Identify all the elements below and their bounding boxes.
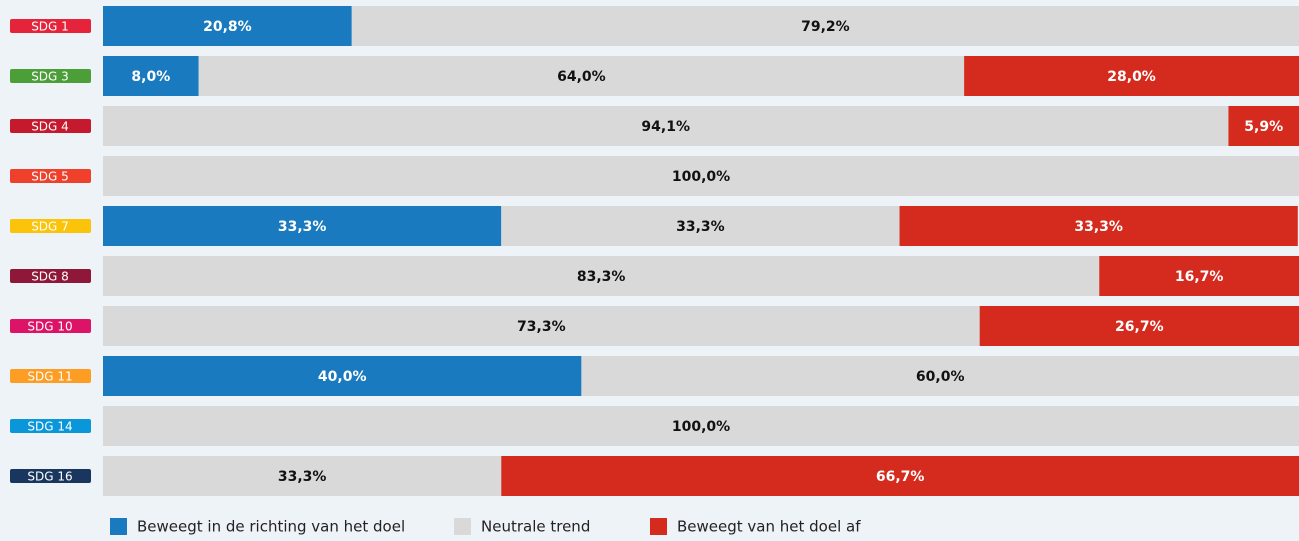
value-label: 33,3% (676, 219, 725, 235)
bar-segment (198, 56, 965, 96)
category-badge (10, 369, 91, 383)
value-label: 66,7% (876, 469, 925, 485)
category-badge (10, 19, 91, 33)
category-badge (10, 319, 91, 333)
value-label: 20,8% (203, 19, 252, 35)
bar-segment (103, 356, 582, 396)
category-badge (10, 269, 91, 283)
category-label: SDG 4 (31, 120, 69, 134)
category-badge (10, 119, 91, 133)
value-label: 64,0% (557, 69, 606, 85)
category-badge (10, 169, 91, 183)
bar-segment (501, 206, 900, 246)
category-label: SDG 3 (31, 70, 69, 84)
value-label: 33,3% (1074, 219, 1123, 235)
value-label: 33,3% (278, 219, 327, 235)
category-label: SDG 14 (27, 420, 72, 434)
bar-segment (103, 106, 1229, 146)
category-label: SDG 8 (31, 270, 69, 284)
bar-segment (501, 456, 1299, 496)
value-label: 60,0% (916, 369, 965, 385)
value-label: 83,3% (577, 269, 626, 285)
value-label: 94,1% (641, 119, 690, 135)
bar-segment (899, 206, 1298, 246)
category-badge (10, 69, 91, 83)
legend-swatch (454, 518, 471, 535)
bar-segment (979, 306, 1299, 346)
category-label: SDG 10 (27, 320, 72, 334)
bar-segment (103, 156, 1299, 196)
bar-segment (103, 206, 502, 246)
value-label: 5,9% (1244, 119, 1283, 135)
category-badge (10, 219, 91, 233)
bar-segment (103, 6, 352, 46)
bar-segment (103, 406, 1299, 446)
value-label: 79,2% (801, 19, 850, 35)
value-label: 40,0% (318, 369, 367, 385)
legend-swatch (110, 518, 127, 535)
legend-swatch (650, 518, 667, 535)
bar-segment (103, 306, 980, 346)
value-label: 16,7% (1175, 269, 1224, 285)
category-badge (10, 419, 91, 433)
category-label: SDG 5 (31, 170, 69, 184)
legend-label: Neutrale trend (481, 518, 590, 536)
bar-segment (103, 256, 1100, 296)
legend-label: Beweegt van het doel af (677, 518, 861, 536)
legend-label: Beweegt in de richting van het doel (137, 518, 405, 536)
category-label: SDG 1 (31, 20, 69, 34)
value-label: 26,7% (1115, 319, 1164, 335)
value-label: 8,0% (131, 69, 170, 85)
category-label: SDG 11 (27, 370, 72, 384)
category-label: SDG 7 (31, 220, 69, 234)
bar-segment (1099, 256, 1299, 296)
value-label: 100,0% (672, 169, 730, 185)
value-label: 73,3% (517, 319, 566, 335)
category-label: SDG 16 (27, 470, 72, 484)
bar-segment (351, 6, 1299, 46)
bar-segment (103, 456, 502, 496)
bar-segment (103, 56, 199, 96)
bar-segment (964, 56, 1299, 96)
bar-segment (581, 356, 1299, 396)
value-label: 33,3% (278, 469, 327, 485)
value-label: 28,0% (1107, 69, 1156, 85)
value-label: 100,0% (672, 419, 730, 435)
category-badge (10, 469, 91, 483)
bar-segment (1228, 106, 1299, 146)
